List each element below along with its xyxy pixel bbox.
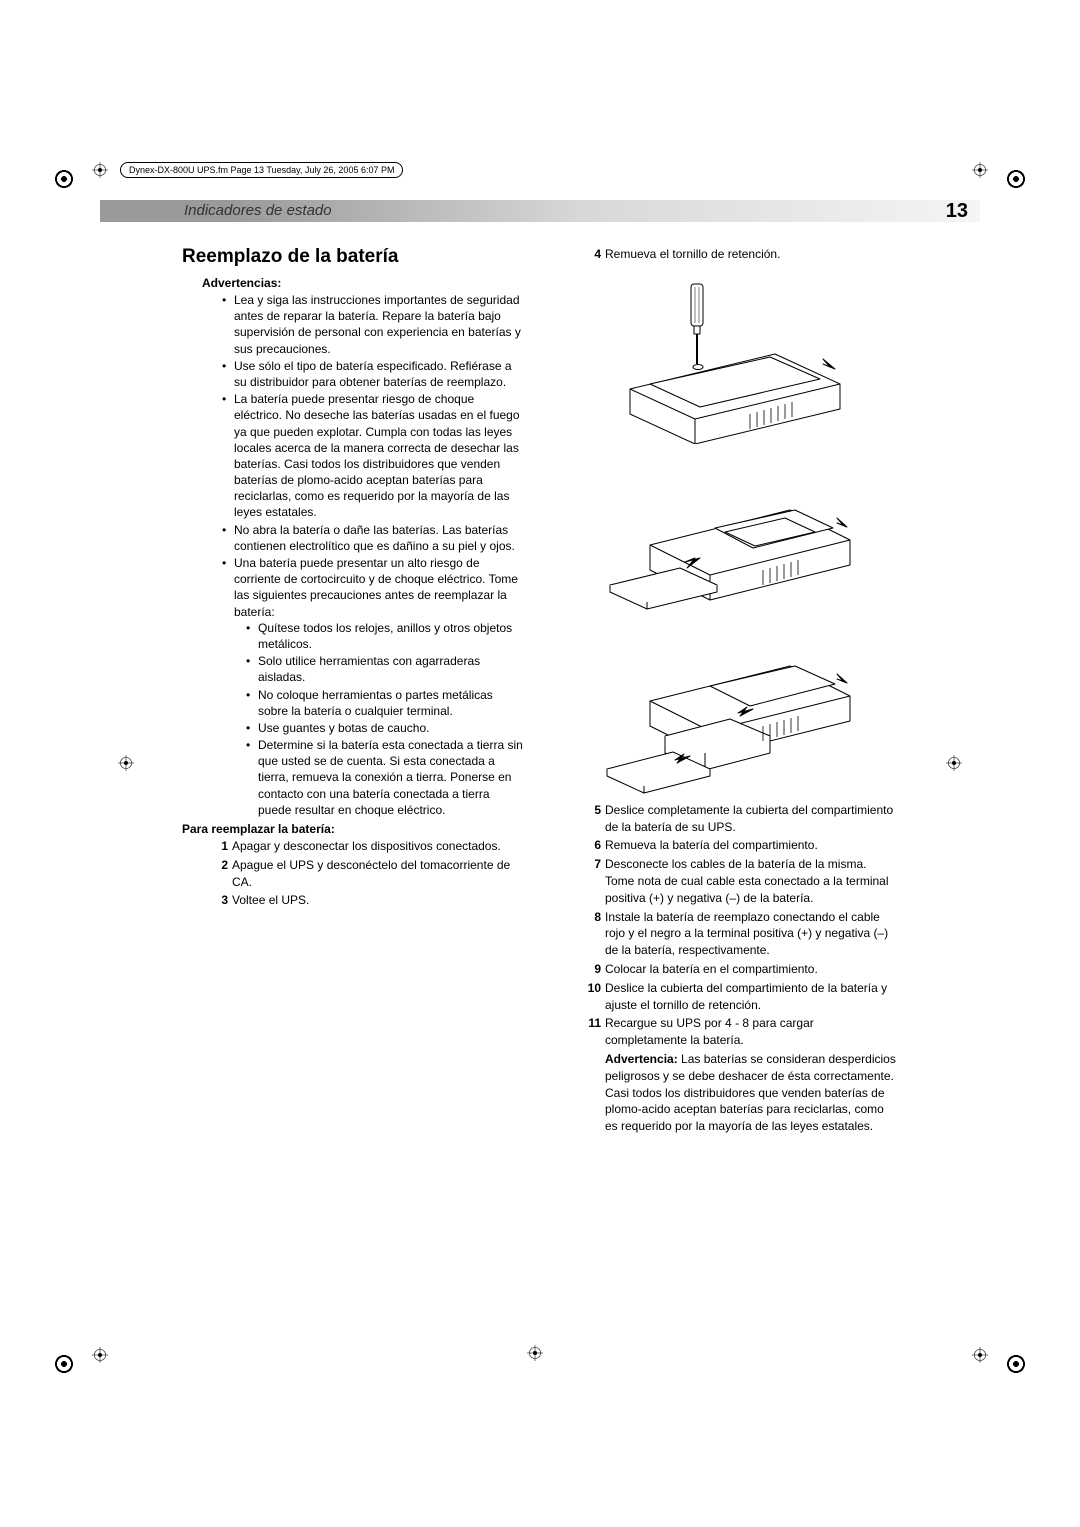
final-warning-label: Advertencia:	[605, 1052, 678, 1066]
warnings-list: Lea y siga las instrucciones importantes…	[222, 292, 525, 818]
step-text: Voltee el UPS.	[232, 893, 309, 907]
step-number: 3	[210, 892, 228, 909]
final-warning: Advertencia: Las baterías se consideran …	[605, 1051, 898, 1135]
step-text: Deslice completamente la cubierta del co…	[605, 803, 893, 834]
step-text: Remueva el tornillo de retención.	[605, 247, 780, 261]
step-text: Deslice la cubierta del compartimiento d…	[605, 981, 887, 1012]
crop-mark-icon	[1002, 1350, 1030, 1378]
sub-warnings-list: Quítese todos los relojes, anillos y otr…	[246, 620, 525, 818]
step-item: 3 Voltee el UPS.	[210, 892, 525, 909]
step-item: 5Deslice completamente la cubierta del c…	[583, 802, 898, 836]
section-title: Reemplazo de la batería	[182, 246, 525, 268]
warning-item: Use sólo el tipo de batería especificado…	[222, 358, 525, 390]
step-number: 5	[583, 802, 601, 819]
warning-item: No abra la batería o dañe las baterías. …	[222, 522, 525, 554]
step-number: 6	[583, 837, 601, 854]
content-columns: Reemplazo de la batería Advertencias: Le…	[100, 246, 980, 1137]
step-text: Colocar la batería en el compartimiento.	[605, 962, 818, 976]
step-item: 8Instale la batería de reemplazo conecta…	[583, 909, 898, 959]
warning-item: Una batería puede presentar un alto ries…	[222, 555, 525, 818]
sub-warning-item: Solo utilice herramientas con agarradera…	[246, 653, 525, 685]
step-text: Desconecte los cables de la batería de l…	[605, 857, 889, 905]
step-number: 11	[583, 1015, 601, 1032]
step-number: 7	[583, 856, 601, 873]
step-item: 7Desconecte los cables de la batería de …	[583, 856, 898, 906]
step-text: Apague el UPS y desconéctelo del tomacor…	[232, 858, 510, 889]
step-item: 11 Recargue su UPS por 4 - 8 para cargar…	[583, 1015, 898, 1135]
sub-warning-item: Determine si la batería esta conectada a…	[246, 737, 525, 818]
step-text: Recargue su UPS por 4 - 8 para cargar co…	[605, 1016, 814, 1047]
crop-mark-icon	[1002, 165, 1030, 193]
crop-mark-icon	[50, 1350, 78, 1378]
page-header: Indicadores de estado 13	[100, 200, 980, 226]
warnings-heading: Advertencias:	[202, 276, 525, 290]
ups-battery-removed-diagram	[595, 621, 855, 796]
warning-text: Una batería puede presentar un alto ries…	[234, 556, 518, 619]
crop-mark-icon	[50, 165, 78, 193]
step-item: 4 Remueva el tornillo de retención.	[583, 246, 898, 263]
page: Indicadores de estado 13 Reemplazo de la…	[100, 150, 980, 1427]
ups-cover-slide-diagram	[595, 450, 855, 615]
warning-item: Lea y siga las instrucciones importantes…	[222, 292, 525, 357]
step-number: 8	[583, 909, 601, 926]
step-item: 1 Apagar y desconectar los dispositivos c…	[210, 838, 525, 855]
steps-list-right: 5Deslice completamente la cubierta del c…	[583, 802, 898, 1135]
steps-list-left: 1 Apagar y desconectar los dispositivos c…	[210, 838, 525, 909]
step-item: 2Apague el UPS y desconéctelo del tomaco…	[210, 857, 525, 891]
replace-heading: Para reemplazar la batería:	[182, 822, 525, 836]
sub-warning-item: No coloque herramientas o partes metálic…	[246, 687, 525, 719]
ups-screwdriver-diagram	[595, 269, 855, 444]
step-text: Instale la batería de reemplazo conectan…	[605, 910, 888, 958]
step-number: 10	[583, 980, 601, 997]
step-number: 2	[210, 857, 228, 874]
step-number: 4	[583, 246, 601, 263]
step-text: Remueva la batería del compartimiento.	[605, 838, 818, 852]
right-column: 4 Remueva el tornillo de retención.	[555, 246, 898, 1137]
step-item: 10Deslice la cubierta del compartimiento…	[583, 980, 898, 1014]
section-name: Indicadores de estado	[184, 202, 332, 219]
page-number: 13	[946, 200, 968, 223]
step-text: Apagar y desconectar los dispositivos co…	[232, 839, 501, 853]
step-number: 1	[210, 838, 228, 855]
step-item: 9 Colocar la batería en el compartimiento…	[583, 961, 898, 978]
warning-item: La batería puede presentar riesgo de cho…	[222, 391, 525, 521]
sub-warning-item: Use guantes y botas de caucho.	[246, 720, 525, 736]
step-item: 6 Remueva la batería del compartimiento.	[583, 837, 898, 854]
left-column: Reemplazo de la batería Advertencias: Le…	[182, 246, 525, 1137]
steps-list-right-top: 4 Remueva el tornillo de retención.	[583, 246, 898, 263]
step-number: 9	[583, 961, 601, 978]
sub-warning-item: Quítese todos los relojes, anillos y otr…	[246, 620, 525, 652]
